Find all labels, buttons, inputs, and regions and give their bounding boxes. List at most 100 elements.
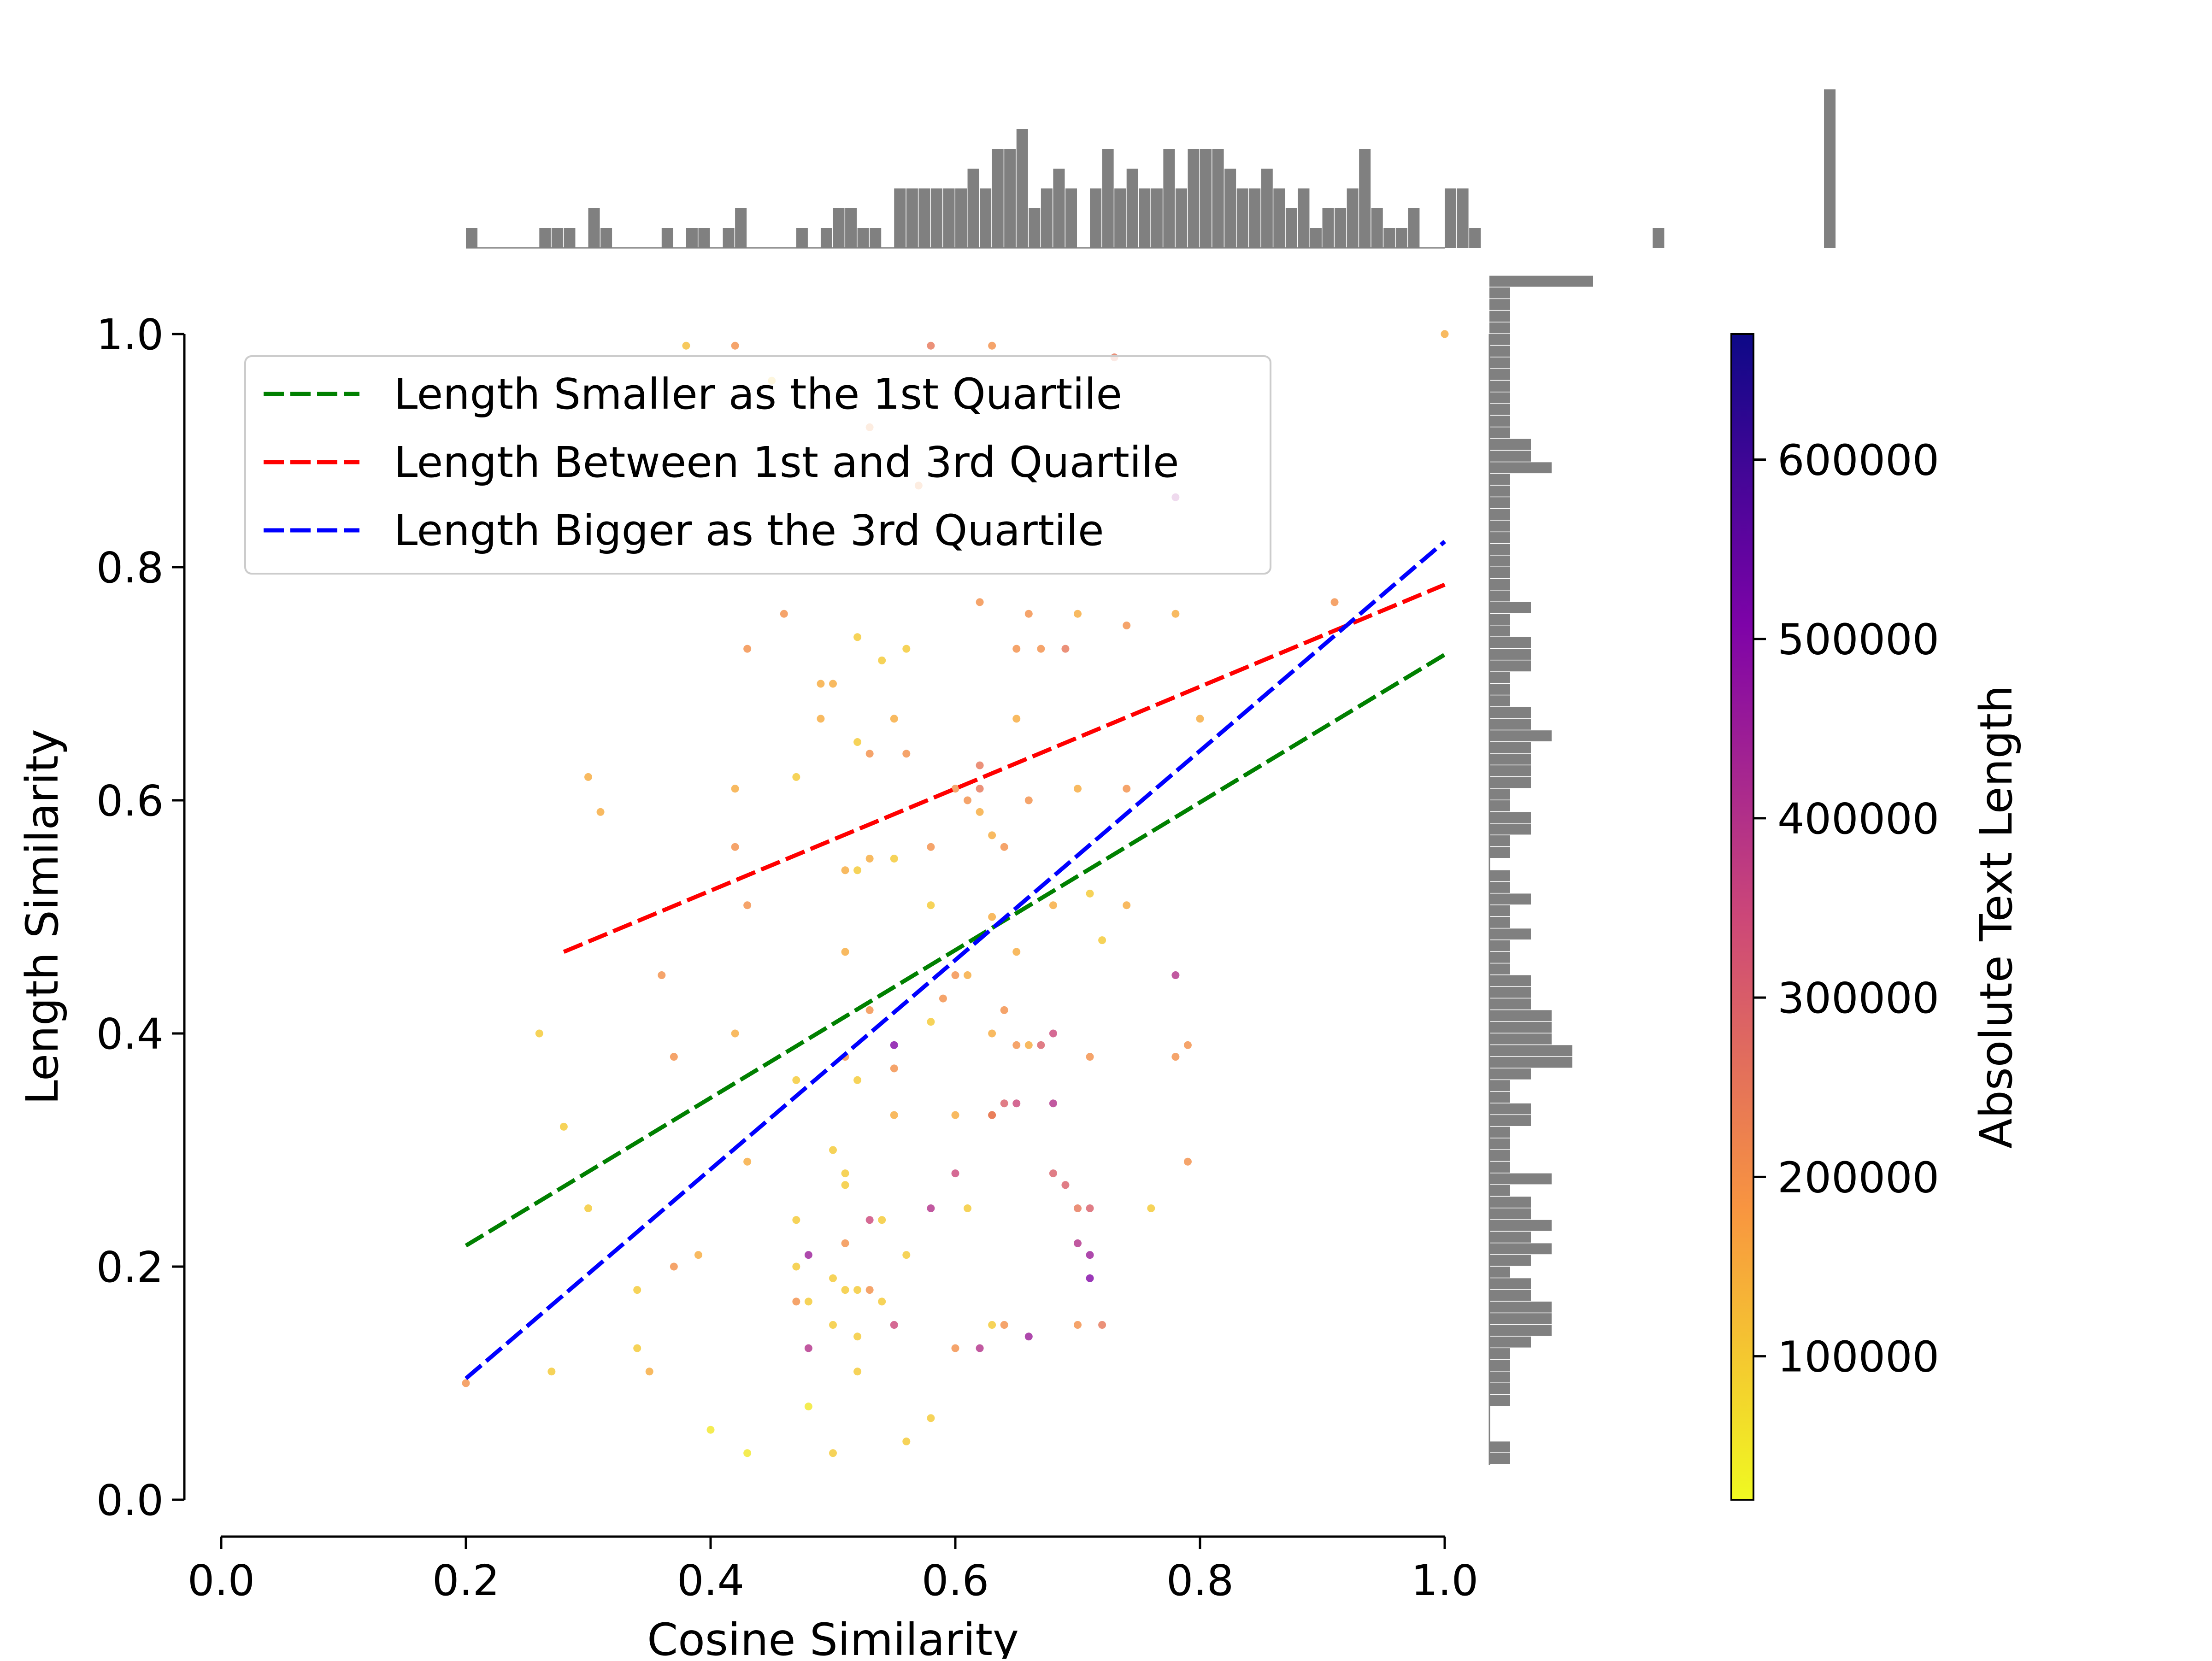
scatter-point [927,843,935,851]
scatter-point [976,808,984,816]
scatter-point [927,1018,935,1026]
histogram-bar [698,228,710,248]
histogram-bar [1489,520,1510,532]
histogram-bar [1489,1336,1531,1348]
histogram-bar [1469,228,1481,248]
scatter-point [878,656,886,664]
histogram-bar [1371,208,1383,248]
scatter-point [743,901,752,910]
histogram-bar [1489,777,1531,788]
scatter-point [731,341,739,350]
scatter-point [1024,1041,1033,1049]
scatter-point [1049,901,1057,910]
histogram-bar [980,188,992,248]
scatter-point [633,1344,641,1352]
scatter-point [1086,1204,1094,1212]
x-tick-label: 0.6 [922,1556,989,1605]
histogram-bar [1489,1383,1510,1394]
scatter-point [1061,1181,1070,1189]
scatter-point [1012,1099,1021,1108]
y-tick-label: 0.6 [96,776,164,826]
scatter-point [462,1379,470,1387]
scatter-point [1000,843,1008,851]
scatter-point [988,1111,996,1119]
colorbar-tick-label: 400000 [1777,794,1939,844]
histogram-bar [918,188,930,248]
histogram-bar [870,228,882,248]
histogram-bar [1489,334,1510,345]
scatter-point [584,1204,592,1212]
histogram-bar [1489,509,1510,520]
histogram-bar [1489,322,1510,334]
scatter-point [1049,1099,1057,1108]
scatter-point [853,1368,862,1376]
histogram-bar [1489,1068,1531,1080]
legend-label: Length Smaller as the 1st Quartile [394,370,1122,419]
scatter-point [792,1076,800,1084]
histogram-bar [1489,1185,1510,1196]
scatter-point [792,1262,800,1271]
histogram-bar [1489,649,1531,660]
scatter-point [731,785,739,793]
histogram-bar [1029,208,1041,248]
histogram-bar [1224,169,1236,248]
scatter-point [1171,1053,1180,1061]
histogram-bar [1489,1371,1510,1383]
scatter-point [853,738,862,746]
histogram-bar [1489,684,1510,695]
histogram-bar [1016,129,1028,248]
histogram-bar [1489,672,1510,683]
histogram-bar [1139,188,1151,248]
scatter-point [1171,971,1180,979]
histogram-bar [1489,287,1510,299]
scatter-point [865,1216,874,1224]
scatter-point [890,1064,898,1073]
histogram-bar [1489,1325,1552,1336]
marginal-histogram-x [466,89,1836,249]
scatter-point [841,1169,849,1178]
histogram-bar [1489,1021,1552,1033]
scatter-point [927,901,935,910]
x-tick-label: 0.8 [1166,1556,1234,1605]
histogram-bar [1489,485,1510,497]
histogram-bar [1310,228,1322,248]
x-tick-label: 1.0 [1411,1556,1478,1605]
scatter-point [1074,785,1082,793]
scatter-point [743,645,752,653]
scatter-point [865,1286,874,1294]
x-tick-label: 0.4 [677,1556,744,1605]
scatter-point [976,598,984,606]
histogram-bar [1489,928,1531,940]
histogram-bar [1489,753,1531,765]
scatter-point [1086,1274,1094,1282]
histogram-bar [845,208,857,248]
histogram-bar [1489,998,1531,1010]
colorbar-tick-label: 300000 [1777,974,1939,1023]
scatter-point [1012,645,1021,653]
histogram-bar [1126,169,1138,248]
histogram-bar [1489,497,1510,508]
scatter-point [780,610,788,618]
histogram-bar [1653,228,1665,248]
scatter-point [1000,1006,1008,1014]
histogram-bar [723,228,735,248]
scatter-point [1074,610,1082,618]
histogram-bar [1489,847,1510,858]
scatter-point [976,1344,984,1352]
scatter-point [841,948,849,956]
regression-lines [465,540,1446,1380]
histogram-bar [1489,660,1531,672]
histogram-bar [564,228,576,248]
histogram-bar [1489,451,1531,462]
histogram-bar [1489,742,1531,753]
histogram-bar [1489,311,1510,322]
histogram-bar [1489,474,1510,485]
histogram-bar [1489,963,1510,974]
histogram-bar [1489,427,1510,439]
scatter-point [902,1438,911,1445]
x-axis-label: Cosine Similarity [647,1614,1019,1659]
histogram-bar [1489,882,1510,893]
scatter-point [829,1274,837,1282]
histogram-bar [1489,579,1510,590]
scatter-point [804,1251,812,1259]
